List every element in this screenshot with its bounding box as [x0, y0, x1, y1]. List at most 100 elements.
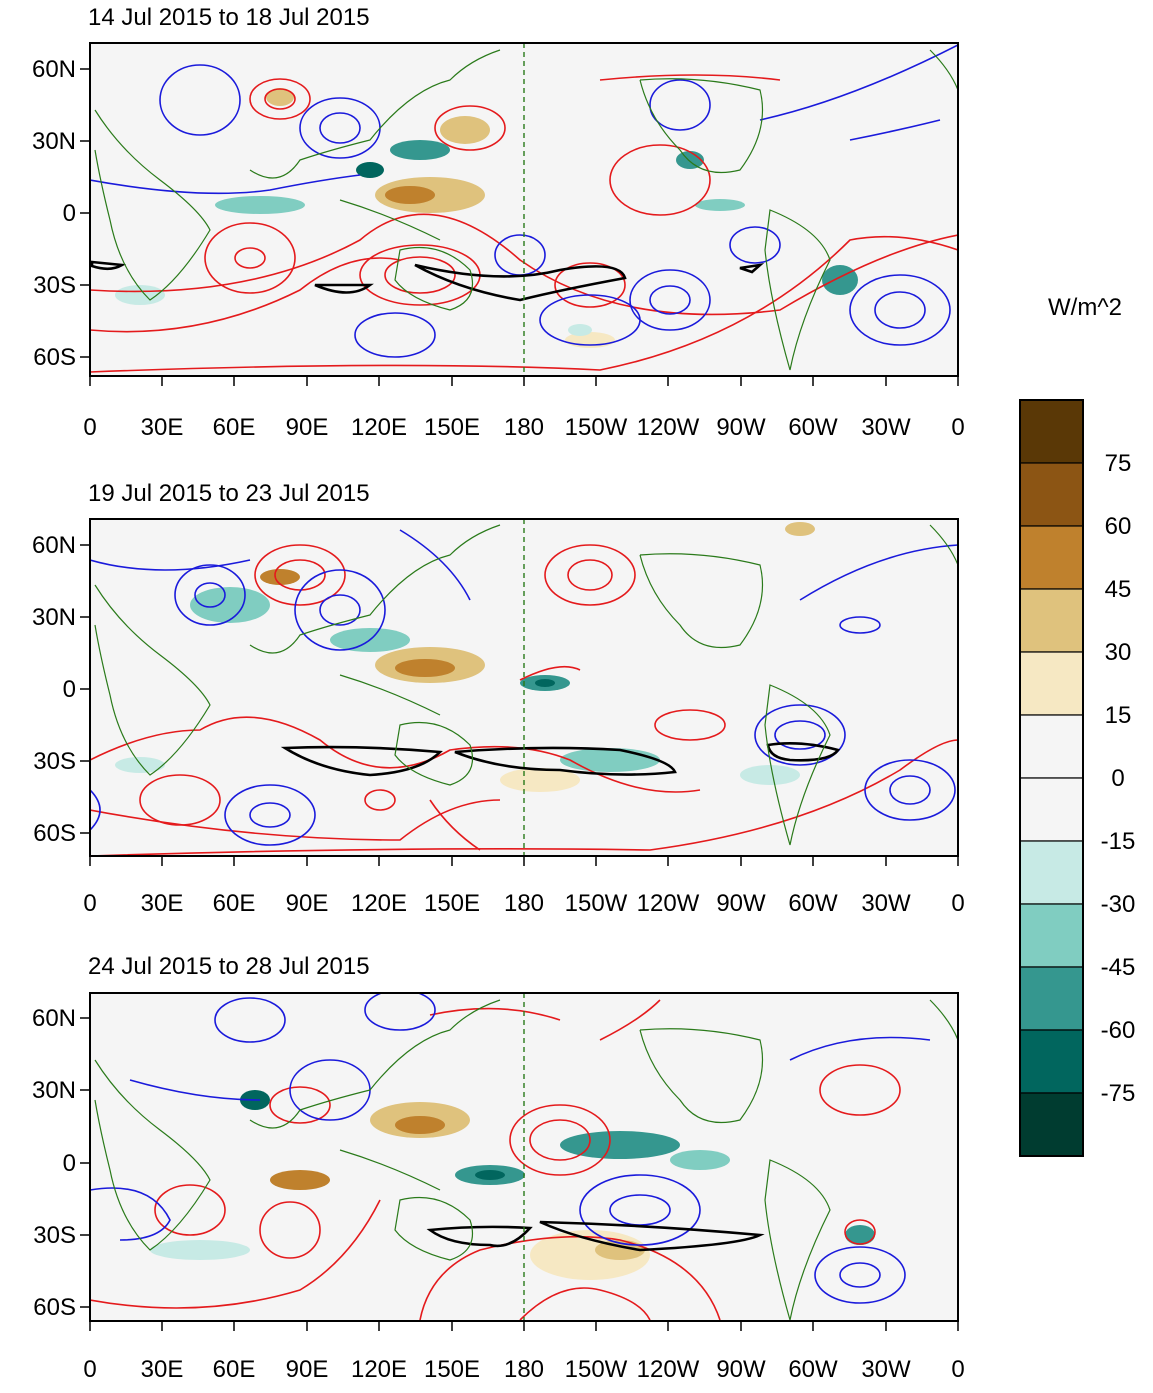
colorbar-swatch — [1019, 525, 1084, 590]
lon-label: 30W — [861, 414, 911, 441]
colorbar-swatch — [1019, 840, 1084, 905]
colorbar: W/m^2 75 60 45 30 15 0 -15 -30 -45 -60 -75 — [1019, 294, 1136, 1157]
lon-label: 180 — [504, 1356, 544, 1383]
lon-label: 120E — [351, 890, 407, 917]
lon-label: 30W — [861, 890, 911, 917]
lat-label: 60S — [33, 344, 76, 371]
colorbar-outline — [1019, 399, 1084, 1157]
lon-label: 120W — [637, 890, 700, 917]
colorbar-swatch — [1019, 1092, 1084, 1157]
lon-label: 90E — [286, 414, 329, 441]
lat-label: 0 — [63, 200, 76, 227]
lon-label: 120E — [351, 1356, 407, 1383]
lon-label: 30E — [141, 1356, 184, 1383]
significance-contours-panel-1 — [90, 260, 765, 302]
lon-label: 90W — [716, 414, 766, 441]
colorbar-label: 75 — [1105, 450, 1132, 477]
colorbar-swatches — [1019, 399, 1084, 1157]
lon-label: 180 — [504, 414, 544, 441]
colorbar-label: -75 — [1101, 1080, 1136, 1107]
lon-label: 0 — [83, 890, 96, 917]
panel-1-title: 14 Jul 2015 to 18 Jul 2015 — [88, 4, 370, 31]
colorbar-label: 45 — [1105, 576, 1132, 603]
lon-label: 90W — [716, 1356, 766, 1383]
coastlines-panel-1 — [94, 49, 958, 371]
lon-label: 90W — [716, 890, 766, 917]
colorbar-swatch — [1019, 399, 1084, 464]
lat-label: 60N — [32, 1005, 76, 1032]
lon-label: 0 — [951, 1356, 964, 1383]
map-panel-2: 60N 30N 0 30S 60S 0 30E 60E 90E 120E 150… — [32, 518, 965, 917]
lon-label: 120E — [351, 414, 407, 441]
lat-label: 30N — [32, 604, 76, 631]
coastlines-panel-3 — [94, 999, 958, 1321]
map-panel-1: 60N 30N 0 30S 60S 0 30E 60E 90E 120E 150… — [32, 42, 965, 441]
lon-label: 150E — [424, 414, 480, 441]
lat-label: 30S — [33, 272, 76, 299]
positive-contours-panel-3 — [90, 999, 901, 1321]
lat-label: 0 — [63, 1150, 76, 1177]
panel-2-title: 19 Jul 2015 to 23 Jul 2015 — [88, 480, 370, 507]
lon-label: 120W — [637, 414, 700, 441]
negative-contours-panel-1 — [90, 44, 958, 358]
lat-label: 30N — [32, 1077, 76, 1104]
lon-label: 60W — [788, 890, 838, 917]
lon-label: 90E — [286, 1356, 329, 1383]
lon-label: 60E — [213, 414, 256, 441]
lon-label: 0 — [951, 890, 964, 917]
lat-label: 60S — [33, 820, 76, 847]
lon-label: 0 — [83, 414, 96, 441]
colorbar-label: 30 — [1105, 639, 1132, 666]
colorbar-swatch — [1019, 966, 1084, 1031]
significance-contours-panel-2 — [280, 742, 841, 777]
colorbar-swatch — [1019, 777, 1084, 842]
colorbar-label: -15 — [1101, 828, 1136, 855]
lon-label: 150W — [565, 890, 628, 917]
colorbar-label: 0 — [1111, 765, 1124, 792]
lon-label: 60W — [788, 414, 838, 441]
colorbar-swatch — [1019, 651, 1084, 716]
colorbar-label: -60 — [1101, 1017, 1136, 1044]
ticks-panel-3 — [80, 1017, 959, 1331]
lon-label: 60W — [788, 1356, 838, 1383]
lat-label: 60S — [33, 1294, 76, 1321]
lat-label: 60N — [32, 56, 76, 83]
lon-label: 150W — [565, 1356, 628, 1383]
colorbar-swatch — [1019, 1029, 1084, 1094]
lat-label: 0 — [63, 676, 76, 703]
lon-label: 150E — [424, 1356, 480, 1383]
lat-label: 30N — [32, 128, 76, 155]
lon-label: 180 — [504, 890, 544, 917]
panel-3-title: 24 Jul 2015 to 28 Jul 2015 — [88, 953, 370, 980]
coastlines-panel-2 — [94, 524, 958, 846]
lat-label: 30S — [33, 1222, 76, 1249]
ticks-panel-2 — [80, 544, 959, 866]
lon-label: 30E — [141, 414, 184, 441]
colorbar-label: -45 — [1101, 954, 1136, 981]
colorbar-labels: 75 60 45 30 15 0 -15 -30 -45 -60 -75 — [1101, 450, 1136, 1107]
lon-label: 60E — [213, 890, 256, 917]
lon-label: 150W — [565, 414, 628, 441]
lon-label: 150E — [424, 890, 480, 917]
positive-contours-panel-2 — [90, 544, 958, 856]
map-panel-3: 60N 30N 0 30S 60S 0 30E 60E 90E 120E 150… — [32, 992, 965, 1383]
lon-label: 60E — [213, 1356, 256, 1383]
ticks-panel-1 — [80, 68, 959, 386]
lon-label: 0 — [951, 414, 964, 441]
colorbar-label: -30 — [1101, 891, 1136, 918]
significance-contours-panel-3 — [426, 1220, 765, 1252]
colorbar-swatch — [1019, 714, 1084, 779]
lon-label: 30E — [141, 890, 184, 917]
colorbar-swatch — [1019, 462, 1084, 527]
lon-label: 0 — [83, 1356, 96, 1383]
lat-label: 30S — [33, 748, 76, 775]
lon-label: 30W — [861, 1356, 911, 1383]
lon-label: 120W — [637, 1356, 700, 1383]
negative-contours-panel-2 — [90, 529, 958, 846]
colorbar-units: W/m^2 — [1048, 294, 1122, 321]
colorbar-swatch — [1019, 903, 1084, 968]
lon-label: 90E — [286, 890, 329, 917]
colorbar-label: 60 — [1105, 513, 1132, 540]
lat-label: 60N — [32, 532, 76, 559]
